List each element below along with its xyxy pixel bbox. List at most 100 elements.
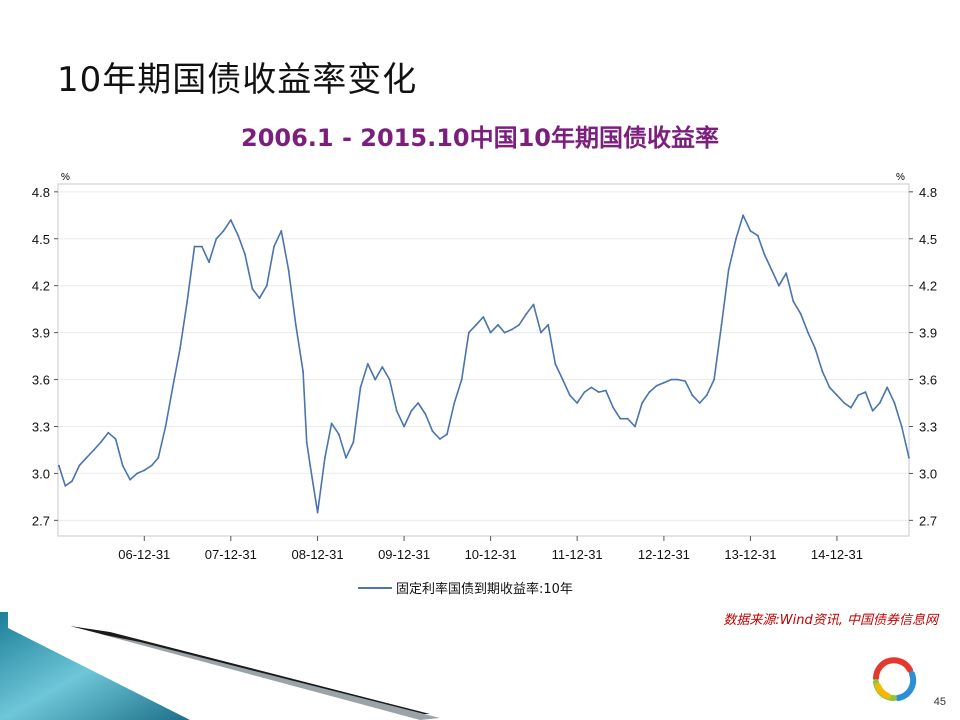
data-point — [439, 438, 441, 440]
data-point — [604, 389, 607, 392]
data-point — [64, 485, 67, 487]
data-point — [663, 381, 665, 384]
data-point — [770, 269, 773, 271]
data-point — [359, 386, 362, 389]
plot-frame — [57, 183, 910, 537]
x-tick-label: 08-12-31 — [292, 547, 344, 562]
data-point — [208, 261, 210, 264]
data-point — [273, 245, 275, 248]
data-point — [561, 378, 564, 381]
y-tick-label-right: 3.0 — [919, 466, 937, 481]
data-point — [893, 402, 896, 404]
data-point — [878, 402, 881, 404]
y-tick-label-right: 4.2 — [919, 279, 937, 294]
data-point — [511, 328, 513, 331]
y-tick-label-left: 3.3 — [32, 419, 50, 434]
source-note: 数据来源:Wind资讯, 中国债券信息网 — [723, 613, 938, 628]
data-point — [417, 402, 419, 404]
data-point — [792, 300, 795, 303]
legend: 固定利率国债到期收益率:10年 — [358, 581, 573, 597]
data-point — [330, 422, 333, 425]
data-point — [280, 230, 283, 232]
data-point — [634, 425, 636, 428]
y-tick-label-right: 2.7 — [919, 513, 937, 528]
x-axis: 06-12-31 07-12-31 08-12-31 09-12-31 10-12-31… — [118, 536, 863, 562]
data-point — [871, 409, 874, 412]
data-point — [114, 438, 117, 440]
legend-label: 固定利率国债到期收益率:10年 — [396, 581, 573, 597]
data-point — [727, 269, 730, 271]
data-point — [735, 237, 737, 240]
data-point — [807, 331, 809, 334]
decor-gray-stripe — [100, 634, 440, 720]
slide-title: 10年期国债收益率变化 — [57, 60, 418, 100]
data-point — [403, 425, 405, 428]
data-point — [58, 464, 60, 467]
data-point — [453, 402, 456, 404]
y-tick-label-left: 3.6 — [32, 373, 50, 388]
data-point — [100, 441, 102, 443]
data-point — [302, 370, 304, 373]
data-point — [836, 394, 838, 397]
data-point — [698, 402, 701, 404]
data-point — [857, 394, 860, 397]
data-point — [338, 433, 340, 436]
data-point — [475, 323, 478, 326]
data-point — [395, 409, 398, 412]
data-point — [799, 312, 802, 315]
data-point — [309, 464, 312, 467]
data-point — [431, 430, 434, 433]
data-point — [193, 245, 196, 248]
y-tick-label-right: 4.5 — [919, 232, 937, 247]
chart-title: 2006.1 - 2015.10中国10年期国债收益率 — [241, 124, 719, 152]
data-point — [503, 331, 506, 334]
data-point — [525, 312, 528, 315]
y-tick-label-left: 2.7 — [32, 513, 50, 528]
data-point — [547, 323, 550, 326]
data-point — [489, 331, 492, 334]
y-tick-label-left: 4.2 — [32, 279, 50, 294]
x-tick-label: 14-12-31 — [811, 547, 863, 562]
data-point — [424, 413, 427, 415]
data-point — [568, 394, 571, 397]
data-point — [143, 469, 146, 472]
data-point — [237, 234, 240, 237]
data-point — [900, 425, 903, 428]
series-line — [58, 214, 910, 514]
data-point — [136, 472, 139, 475]
company-logo — [873, 657, 917, 702]
data-point — [886, 386, 889, 389]
data-point — [258, 297, 261, 300]
data-point — [129, 478, 132, 481]
x-tick-label: 09-12-31 — [378, 547, 430, 562]
y-tick-label-right: 3.6 — [919, 373, 937, 388]
x-tick-label: 11-12-31 — [552, 547, 603, 562]
y-tick-label-left: 3.9 — [32, 326, 50, 341]
data-point — [316, 511, 319, 514]
data-point — [778, 284, 780, 287]
data-point — [684, 380, 687, 382]
data-point — [381, 366, 384, 368]
data-point — [352, 441, 355, 443]
data-point — [287, 269, 290, 271]
data-point — [446, 433, 448, 436]
data-point — [828, 386, 831, 389]
data-point — [626, 417, 629, 420]
y-tick-label-left: 4.5 — [32, 232, 50, 247]
data-point — [590, 386, 593, 389]
data-point — [229, 219, 232, 221]
data-point — [244, 253, 246, 256]
data-point — [305, 441, 308, 443]
data-point — [374, 378, 377, 381]
data-point — [785, 272, 788, 275]
data-point — [460, 378, 463, 381]
data-point — [691, 394, 694, 397]
data-point — [345, 456, 347, 459]
y-tick-label-right: 4.8 — [919, 185, 937, 200]
y-tick-label-left: 4.8 — [32, 185, 50, 200]
chart-grid — [58, 191, 909, 521]
data-point — [720, 323, 723, 326]
x-tick-label: 13-12-31 — [724, 547, 776, 562]
data-point — [150, 464, 153, 467]
y-tick-label-right: 3.9 — [919, 326, 937, 341]
